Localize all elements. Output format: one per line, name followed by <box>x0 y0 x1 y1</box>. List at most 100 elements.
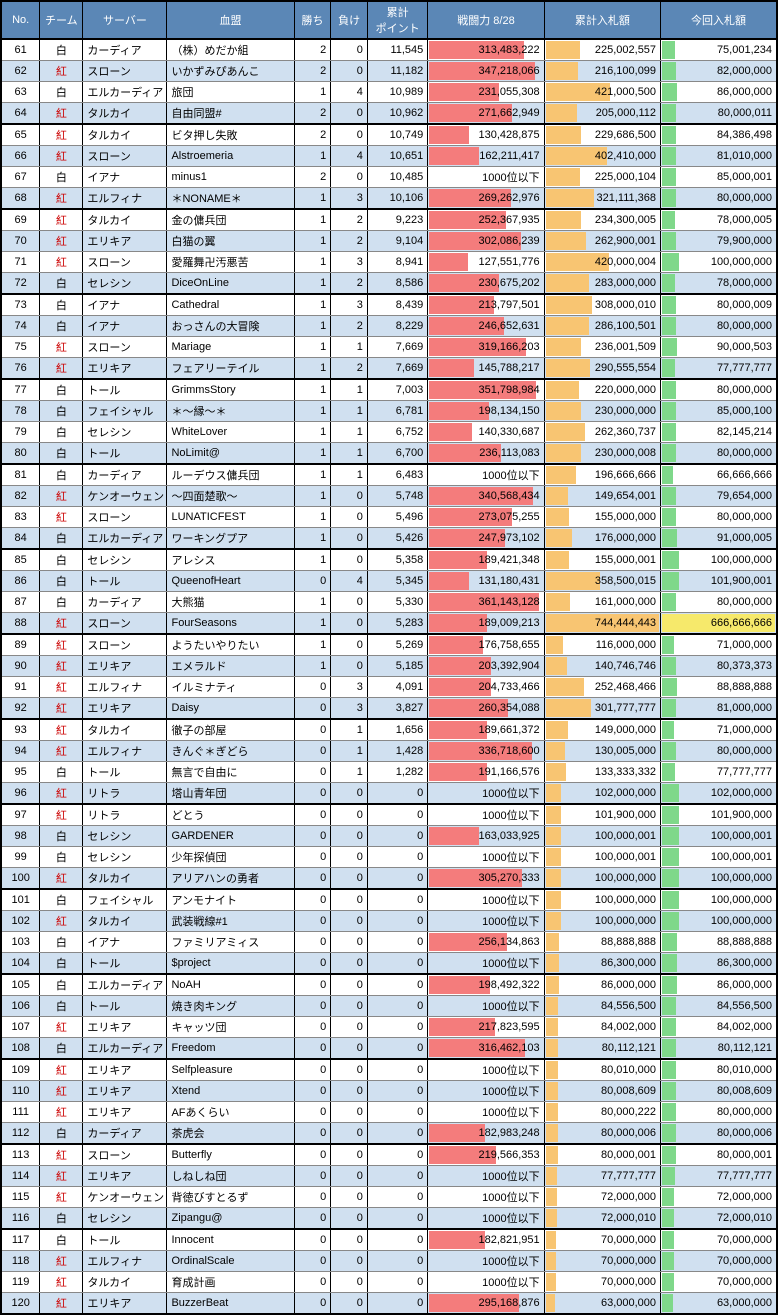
cell-current-bid: 63,000,000 <box>661 1293 777 1315</box>
cell-clan: GARDENER <box>167 826 294 847</box>
cell-points: 0 <box>367 868 427 890</box>
cell-server: イアナ <box>83 294 167 316</box>
cell-wins: 1 <box>294 231 331 252</box>
cell-cumulative-bid: 286,100,501 <box>544 316 660 337</box>
cell-no: 116 <box>1 1208 40 1230</box>
cell-clan: 茶虎会 <box>167 1123 294 1145</box>
cell-no: 96 <box>1 783 40 805</box>
cell-no: 66 <box>1 146 40 167</box>
cell-wins: 1 <box>294 146 331 167</box>
cell-points: 11,182 <box>367 61 427 82</box>
cell-no: 80 <box>1 443 40 465</box>
cell-no: 76 <box>1 358 40 380</box>
cell-no: 61 <box>1 39 40 61</box>
cell-cumulative-bid: 70,000,000 <box>544 1272 660 1293</box>
cell-server: タルカイ <box>83 719 167 741</box>
cell-clan: NoLimit@ <box>167 443 294 465</box>
cell-wins: 0 <box>294 1102 331 1123</box>
cell-no: 65 <box>1 124 40 146</box>
cell-points: 10,106 <box>367 188 427 210</box>
table-row: 62紅スローンいかずみぴあんこ2011,182347,218,066216,10… <box>1 61 777 82</box>
cell-losses: 0 <box>331 61 368 82</box>
cell-server: エルフィナ <box>83 677 167 698</box>
cell-team: 紅 <box>40 1017 83 1038</box>
cell-losses: 0 <box>331 1251 368 1272</box>
cell-no: 98 <box>1 826 40 847</box>
cell-clan: $project <box>167 953 294 975</box>
cell-losses: 0 <box>331 953 368 975</box>
cell-current-bid: 102,000,000 <box>661 783 777 805</box>
cell-team: 紅 <box>40 698 83 720</box>
cell-cumulative-bid: 100,000,001 <box>544 847 660 868</box>
cell-server: エリキア <box>83 1059 167 1081</box>
cell-no: 75 <box>1 337 40 358</box>
cell-cumulative-bid: 100,000,000 <box>544 868 660 890</box>
cell-cumulative-bid: 301,777,777 <box>544 698 660 720</box>
cell-server: セレシン <box>83 273 167 295</box>
cell-battlepower: 319,166,203 <box>428 337 544 358</box>
cell-server: タルカイ <box>83 209 167 231</box>
cell-losses: 0 <box>331 1187 368 1208</box>
cell-cumulative-bid: 100,000,000 <box>544 911 660 932</box>
cell-losses: 0 <box>331 486 368 507</box>
cell-wins: 0 <box>294 974 331 996</box>
cell-no: 68 <box>1 188 40 210</box>
cell-cumulative-bid: 70,000,000 <box>544 1251 660 1272</box>
cell-cumulative-bid: 155,000,001 <box>544 549 660 571</box>
cell-cumulative-bid: 744,444,443 <box>544 613 660 635</box>
cell-no: 120 <box>1 1293 40 1315</box>
table-row: 87白カーディア大熊猫105,330361,143,128161,000,000… <box>1 592 777 613</box>
cell-points: 11,545 <box>367 39 427 61</box>
cell-wins: 0 <box>294 1272 331 1293</box>
cell-battlepower: 176,758,655 <box>428 634 544 656</box>
cell-current-bid: 80,000,000 <box>661 741 777 762</box>
cell-cumulative-bid: 84,556,500 <box>544 996 660 1017</box>
cell-no: 111 <box>1 1102 40 1123</box>
cell-server: エルカーディア <box>83 528 167 550</box>
cell-battlepower: 236,113,083 <box>428 443 544 465</box>
cell-battlepower: 230,675,202 <box>428 273 544 295</box>
cell-battlepower: 347,218,066 <box>428 61 544 82</box>
cell-wins: 0 <box>294 996 331 1017</box>
cell-no: 90 <box>1 656 40 677</box>
table-row: 120紅エリキアBuzzerBeat000295,168,87663,000,0… <box>1 1293 777 1315</box>
cell-losses: 0 <box>331 39 368 61</box>
cell-no: 94 <box>1 741 40 762</box>
cell-losses: 1 <box>331 401 368 422</box>
cell-server: フェイシャル <box>83 889 167 911</box>
cell-team: 紅 <box>40 677 83 698</box>
table-row: 81白カーディアルーデウス傭兵団116,4831000位以下196,666,66… <box>1 464 777 486</box>
cell-no: 100 <box>1 868 40 890</box>
cell-points: 6,781 <box>367 401 427 422</box>
cell-no: 82 <box>1 486 40 507</box>
cell-battlepower: 316,462,103 <box>428 1038 544 1060</box>
table-row: 63白エルカーディア旅団1410,989231,055,308421,000,5… <box>1 82 777 103</box>
cell-losses: 0 <box>331 656 368 677</box>
table-row: 71紅スローン愛羅舞卍汚悪苦138,941127,551,776420,000,… <box>1 252 777 273</box>
cell-battlepower: 302,086,239 <box>428 231 544 252</box>
cell-points: 10,485 <box>367 167 427 188</box>
cell-current-bid: 70,000,000 <box>661 1251 777 1272</box>
cell-cumulative-bid: 80,000,006 <box>544 1123 660 1145</box>
cell-team: 紅 <box>40 656 83 677</box>
table-row: 69紅タルカイ金の傭兵団129,223252,367,935234,300,00… <box>1 209 777 231</box>
table-row: 83紅スローンLUNATICFEST105,496273,075,255155,… <box>1 507 777 528</box>
cell-server: エルフィナ <box>83 188 167 210</box>
cell-no: 81 <box>1 464 40 486</box>
cell-team: 白 <box>40 953 83 975</box>
col-header-5: 負け <box>331 1 368 39</box>
cell-team: 白 <box>40 39 83 61</box>
cell-losses: 0 <box>331 1166 368 1187</box>
cell-team: 白 <box>40 1038 83 1060</box>
cell-battlepower: 246,652,631 <box>428 316 544 337</box>
cell-wins: 1 <box>294 379 331 401</box>
cell-battlepower: 213,797,501 <box>428 294 544 316</box>
cell-server: トール <box>83 1229 167 1251</box>
cell-team: 白 <box>40 762 83 783</box>
table-row: 73白イアナCathedral138,439213,797,501308,000… <box>1 294 777 316</box>
cell-points: 1,656 <box>367 719 427 741</box>
table-row: 72白セレシンDiceOnLine128,586230,675,202283,0… <box>1 273 777 295</box>
cell-cumulative-bid: 225,000,104 <box>544 167 660 188</box>
cell-wins: 0 <box>294 1293 331 1315</box>
cell-wins: 0 <box>294 889 331 911</box>
